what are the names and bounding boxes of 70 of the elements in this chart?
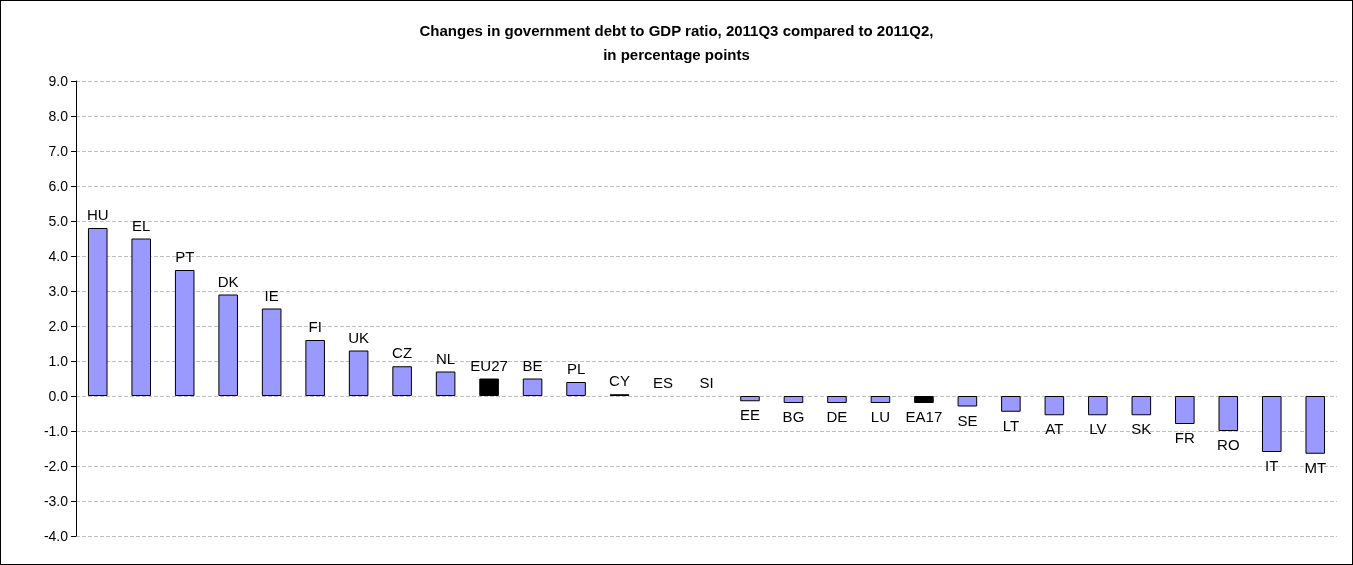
bar	[261, 308, 282, 396]
bar	[479, 378, 499, 396]
y-tick-label: 1.0	[48, 353, 69, 369]
x-tick-label: FR	[1174, 429, 1195, 446]
bar	[131, 238, 152, 396]
x-tick-label: IE	[264, 286, 279, 304]
x-tick-label: BE	[522, 356, 543, 374]
bar	[87, 228, 108, 396]
bar	[1131, 396, 1152, 416]
x-tick-label: FI	[308, 318, 322, 335]
x-tick-label: NL	[436, 349, 456, 367]
bar	[435, 371, 456, 396]
bar	[783, 396, 804, 403]
y-tick-label: 8.0	[48, 108, 69, 124]
bar	[392, 366, 412, 396]
bar	[218, 294, 238, 396]
bar	[827, 396, 847, 403]
x-tick-label: MT	[1304, 458, 1327, 476]
x-tick-label: EL	[132, 216, 151, 234]
x-tick-label: EU27	[470, 356, 508, 374]
y-tick-label: 5.0	[48, 213, 69, 229]
bar	[348, 350, 369, 396]
x-tick-label: SI	[699, 374, 714, 391]
x-tick-label: LT	[1002, 416, 1020, 434]
bar	[1175, 396, 1195, 424]
bar	[914, 396, 934, 403]
bar	[305, 340, 325, 396]
x-tick-label: PT	[175, 248, 195, 265]
x-tick-label: IT	[1265, 457, 1279, 474]
y-tick-label: -4.0	[43, 528, 69, 544]
y-tick-label: -1.0	[43, 423, 69, 439]
x-tick-label: LU	[870, 408, 891, 425]
x-tick-label: RO	[1217, 436, 1240, 453]
bar	[1261, 396, 1282, 452]
x-tick-label: BG	[782, 408, 805, 425]
bar	[522, 378, 543, 396]
y-tick-label: -2.0	[43, 458, 69, 474]
x-tick-label: SK	[1131, 420, 1152, 438]
bar	[740, 396, 760, 402]
y-tick-label: 0.0	[48, 388, 69, 404]
bar	[1218, 396, 1239, 431]
x-tick-label: CZ	[392, 344, 413, 362]
y-tick-label: 6.0	[48, 178, 69, 194]
x-tick-label: LV	[1089, 420, 1107, 438]
y-tick-label: -3.0	[43, 493, 69, 509]
bar	[566, 382, 586, 396]
x-tick-label: CY	[609, 372, 630, 390]
bar	[957, 396, 978, 407]
x-tick-label: DE	[826, 408, 848, 425]
bar	[1044, 396, 1065, 416]
x-tick-label: HU	[86, 206, 109, 223]
y-tick-label: 3.0	[48, 283, 69, 299]
x-tick-label: EA17	[905, 408, 943, 425]
x-tick-label: PL	[566, 360, 586, 377]
x-tick-label: SE	[957, 411, 978, 429]
y-tick-label: 4.0	[48, 248, 69, 264]
y-tick-label: 2.0	[48, 318, 69, 334]
y-tick-label: 9.0	[48, 73, 69, 89]
bar	[174, 270, 195, 396]
chart-title: Changes in government debt to GDP ratio, 2011Q3 compared to 2011Q2, in percentage points	[419, 21, 934, 63]
bar	[1088, 396, 1108, 416]
bar	[1001, 396, 1021, 412]
x-tick-label: UK	[348, 328, 370, 346]
x-tick-label: DK	[217, 272, 239, 290]
x-tick-label: EE	[739, 406, 760, 424]
x-tick-label: ES	[653, 374, 674, 391]
y-tick-label: 7.0	[48, 143, 69, 159]
bar	[870, 396, 891, 403]
bar	[1305, 396, 1326, 454]
x-tick-label: AT	[1045, 420, 1064, 438]
